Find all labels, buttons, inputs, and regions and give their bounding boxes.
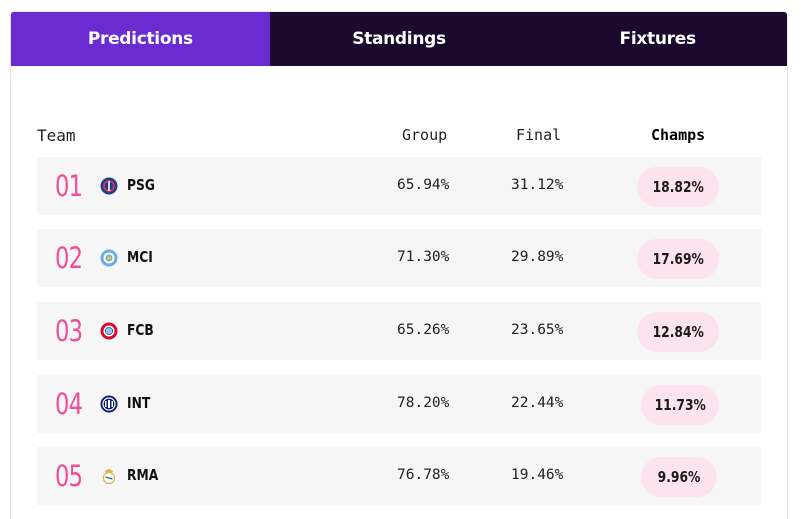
team-abbr: PSG: [127, 176, 155, 194]
group-probability: 71.30%: [397, 249, 450, 265]
champs-probability-badge: 11.73%: [641, 385, 719, 425]
table-row[interactable]: 02 MCI 71.30% 29.89% 17.69%: [37, 229, 761, 287]
table-row[interactable]: 04 INT 78.20% 22.44% 11.73%: [37, 375, 761, 433]
group-probability: 65.94%: [397, 177, 450, 193]
predictions-table: Team Group Final Champs 01 PSG 65.94% 31…: [37, 122, 761, 505]
group-probability: 76.78%: [397, 467, 450, 483]
mci-crest-icon: [100, 249, 118, 267]
champs-probability: 17.69%: [652, 250, 704, 268]
team-abbr: RMA: [127, 466, 159, 484]
team-abbr: MCI: [127, 248, 153, 266]
tab-predictions[interactable]: Predictions: [11, 12, 270, 66]
column-header-final: Final: [516, 126, 562, 144]
rank-number: 05: [55, 459, 83, 493]
psg-crest-icon: [100, 177, 118, 195]
group-probability: 78.20%: [397, 395, 450, 411]
rank-number: 04: [55, 387, 83, 421]
champs-probability: 12.84%: [652, 323, 704, 341]
table-row[interactable]: 01 PSG 65.94% 31.12% 18.82%: [37, 157, 761, 215]
column-header-group: Group: [402, 126, 448, 144]
final-probability: 19.46%: [511, 467, 564, 483]
table-header: Team Group Final Champs: [37, 122, 761, 157]
fcb-crest-icon: [100, 322, 118, 340]
tab-standings[interactable]: Standings: [352, 29, 446, 49]
column-header-champs: Champs: [651, 126, 706, 144]
champs-probability-badge: 18.82%: [637, 167, 719, 207]
rma-crest-icon: [100, 467, 118, 485]
final-probability: 22.44%: [511, 395, 564, 411]
champs-probability-badge: 9.96%: [641, 457, 717, 497]
champs-probability: 9.96%: [657, 468, 701, 486]
champs-probability: 11.73%: [654, 396, 706, 414]
group-probability: 65.26%: [397, 322, 450, 338]
rank-number: 03: [55, 314, 83, 348]
tab-bar: Predictions Standings Fixtures: [11, 12, 787, 66]
table-row[interactable]: 03 FCB 65.26% 23.65% 12.84%: [37, 302, 761, 360]
predictions-card: Predictions Standings Fixtures Team Grou…: [10, 11, 788, 519]
rank-number: 02: [55, 241, 83, 275]
final-probability: 29.89%: [511, 249, 564, 265]
champs-probability-badge: 17.69%: [637, 239, 719, 279]
int-crest-icon: [100, 395, 118, 413]
tab-fixtures[interactable]: Fixtures: [619, 29, 697, 49]
champs-probability: 18.82%: [652, 178, 704, 196]
rank-number: 01: [55, 169, 83, 203]
champs-probability-badge: 12.84%: [637, 312, 719, 352]
final-probability: 23.65%: [511, 322, 564, 338]
team-abbr: FCB: [127, 321, 154, 339]
team-abbr: INT: [127, 394, 151, 412]
table-row[interactable]: 05 RMA 76.78% 19.46% 9.96%: [37, 447, 761, 505]
column-header-team: Team: [37, 126, 76, 145]
final-probability: 31.12%: [511, 177, 564, 193]
